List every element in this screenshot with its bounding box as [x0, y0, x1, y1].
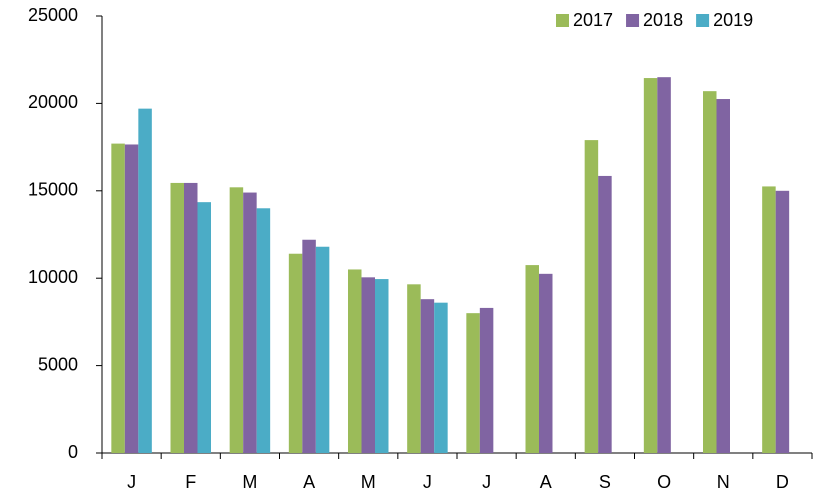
- bar: [375, 279, 389, 453]
- x-tick-label: J: [127, 472, 136, 492]
- legend-swatch: [696, 14, 710, 27]
- bar: [124, 144, 139, 453]
- bar: [229, 187, 244, 453]
- x-tick-label: F: [185, 472, 196, 492]
- bar: [315, 246, 330, 453]
- y-tick-label: 15000: [28, 180, 78, 200]
- bar: [302, 239, 316, 453]
- x-tick-label: O: [657, 472, 671, 492]
- bar: [407, 284, 421, 453]
- bar: [243, 192, 257, 453]
- bar: [466, 313, 480, 453]
- bar: [197, 202, 211, 453]
- y-tick-label: 10000: [28, 267, 78, 287]
- y-tick-label: 0: [68, 442, 78, 462]
- bar: [288, 253, 303, 453]
- legend-swatch: [626, 14, 640, 27]
- legend-label: 2018: [643, 10, 683, 30]
- bar: [479, 307, 494, 453]
- bar: [598, 175, 612, 453]
- x-tick-label: M: [242, 472, 257, 492]
- y-tick-label: 20000: [28, 92, 78, 112]
- y-tick-label: 25000: [28, 5, 78, 25]
- bar: [256, 208, 271, 453]
- bar: [657, 77, 671, 454]
- x-tick-label: M: [361, 472, 376, 492]
- legend-swatch: [556, 14, 569, 27]
- bar: [762, 186, 776, 453]
- bar: [539, 273, 553, 453]
- bar: [643, 78, 658, 453]
- x-tick-label: J: [423, 472, 432, 492]
- x-tick-label: N: [717, 472, 730, 492]
- x-tick-label: A: [540, 472, 552, 492]
- x-tick-label: A: [303, 472, 315, 492]
- bar: [703, 91, 717, 453]
- x-tick-label: J: [482, 472, 491, 492]
- legend-label: 2019: [713, 10, 753, 30]
- bar: [111, 143, 125, 453]
- bar: [348, 269, 362, 453]
- bar: [184, 182, 198, 453]
- bar: [361, 277, 375, 453]
- bar: [138, 108, 152, 454]
- bar: [584, 140, 599, 453]
- bar: [420, 299, 435, 453]
- bar: [170, 182, 184, 453]
- x-tick-label: S: [599, 472, 611, 492]
- bar: [775, 190, 790, 454]
- bar: [525, 265, 539, 453]
- bar: [716, 99, 730, 453]
- x-tick-label: D: [776, 472, 789, 492]
- bar: [434, 302, 448, 453]
- y-tick-label: 5000: [38, 354, 78, 374]
- legend-label: 2017: [573, 10, 613, 30]
